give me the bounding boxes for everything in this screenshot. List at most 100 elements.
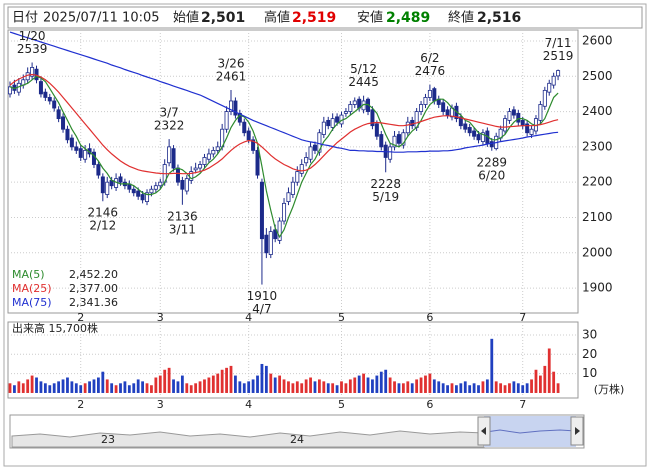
annotation-value: 2146 xyxy=(88,206,119,220)
candle-body xyxy=(175,167,180,183)
volume-bar xyxy=(88,381,91,393)
annotation-date: 6/2 xyxy=(420,51,439,65)
annotation-value: 2539 xyxy=(17,42,48,56)
x-tick-label: 3 xyxy=(157,311,164,324)
candle-body xyxy=(556,70,561,77)
annotation-date: 5/12 xyxy=(350,62,377,76)
volume-bar xyxy=(437,381,441,393)
candle-body xyxy=(520,119,525,127)
volume-bar xyxy=(114,385,118,393)
volume-bar xyxy=(366,377,370,393)
y-tick-label: 2000 xyxy=(582,245,613,259)
volume-bar xyxy=(348,379,352,393)
volume-bar xyxy=(220,369,224,393)
volume-bar xyxy=(167,367,171,393)
volume-bar xyxy=(97,377,100,393)
volume-bar xyxy=(490,338,494,393)
candle-body xyxy=(370,109,375,127)
candle-body xyxy=(91,151,96,165)
candle-body xyxy=(100,176,105,194)
x-tick-label: 6 xyxy=(426,398,433,411)
volume-bar xyxy=(123,381,127,393)
volume-bar xyxy=(481,381,485,393)
volume-bar xyxy=(101,371,105,393)
candle-body xyxy=(43,91,48,98)
volume-bar xyxy=(119,383,122,393)
annotation-value: 2322 xyxy=(154,119,185,133)
x-tick-label: 5 xyxy=(338,398,345,411)
candle-body xyxy=(259,181,264,240)
candle-body xyxy=(286,192,291,203)
annotation-date: 3/11 xyxy=(169,222,196,236)
x-tick-label: 5 xyxy=(338,311,345,324)
candle-body xyxy=(392,135,397,148)
header-close: 2,516 xyxy=(477,10,521,26)
candle-body xyxy=(47,97,52,102)
x-tick-label: 4 xyxy=(245,398,252,411)
navigator-label: 23 xyxy=(101,433,115,446)
volume-bar xyxy=(432,379,436,393)
volume-bar xyxy=(163,369,167,393)
x-tick-label: 4 xyxy=(245,311,252,324)
candle-body xyxy=(211,150,216,155)
candle-body xyxy=(516,112,521,123)
candle-body xyxy=(476,134,481,141)
ma-line xyxy=(9,31,559,153)
annotation-value: 2445 xyxy=(348,75,379,89)
candle-body xyxy=(525,123,530,134)
candle-body xyxy=(158,181,163,187)
candle-body xyxy=(215,146,220,151)
candle-body xyxy=(542,89,547,107)
volume-bar xyxy=(211,375,215,393)
volume-bar xyxy=(273,377,277,393)
volume-bar xyxy=(83,383,87,393)
volume-bar xyxy=(30,375,34,393)
candle-body xyxy=(352,100,357,105)
candle-body xyxy=(304,157,309,164)
candle-body xyxy=(131,188,136,194)
candle-body xyxy=(224,111,229,130)
candle-body xyxy=(198,164,203,169)
volume-bar xyxy=(66,377,69,393)
volume-bar xyxy=(207,377,211,393)
candle-body xyxy=(551,75,556,86)
volume-bar xyxy=(512,381,516,393)
annotation-date: 4/7 xyxy=(252,302,271,316)
candle-body xyxy=(295,171,300,183)
candle-body xyxy=(423,97,428,105)
candle-body xyxy=(472,130,477,137)
candle-body xyxy=(427,89,432,98)
volume-bar xyxy=(379,371,383,393)
annotation-date: 1/20 xyxy=(19,29,46,43)
volume-bar xyxy=(556,383,560,393)
annotation-date: 3/26 xyxy=(218,57,245,71)
y-tick-label: 2400 xyxy=(582,104,613,118)
header-high: 2,519 xyxy=(292,10,336,26)
candle-body xyxy=(388,146,393,160)
candle-body xyxy=(308,146,313,160)
volume-bar xyxy=(340,381,343,393)
x-tick-label: 2 xyxy=(77,398,84,411)
candle-body xyxy=(432,88,437,102)
volume-bar xyxy=(194,383,198,393)
x-tick-label: 6 xyxy=(426,311,433,324)
volume-bar xyxy=(216,373,220,393)
volume-bar xyxy=(552,371,556,393)
candle-body xyxy=(246,130,251,141)
volume-bar xyxy=(57,381,61,393)
candle-body xyxy=(167,146,172,164)
volume-bar xyxy=(326,383,330,393)
header-low-label: 安値 xyxy=(357,10,383,26)
volume-bar xyxy=(8,383,12,393)
volume-bar xyxy=(278,375,282,393)
candle-body xyxy=(273,229,278,240)
candle-body xyxy=(405,121,410,134)
candle-body xyxy=(282,202,287,222)
volume-bar xyxy=(35,377,38,393)
legend-value: 2,452.20 xyxy=(69,268,118,281)
header-open-label: 始値 xyxy=(173,10,199,26)
volume-bar xyxy=(189,385,193,393)
volume-bar xyxy=(43,383,47,393)
volume-bar xyxy=(388,377,392,393)
ma-line xyxy=(9,75,559,239)
